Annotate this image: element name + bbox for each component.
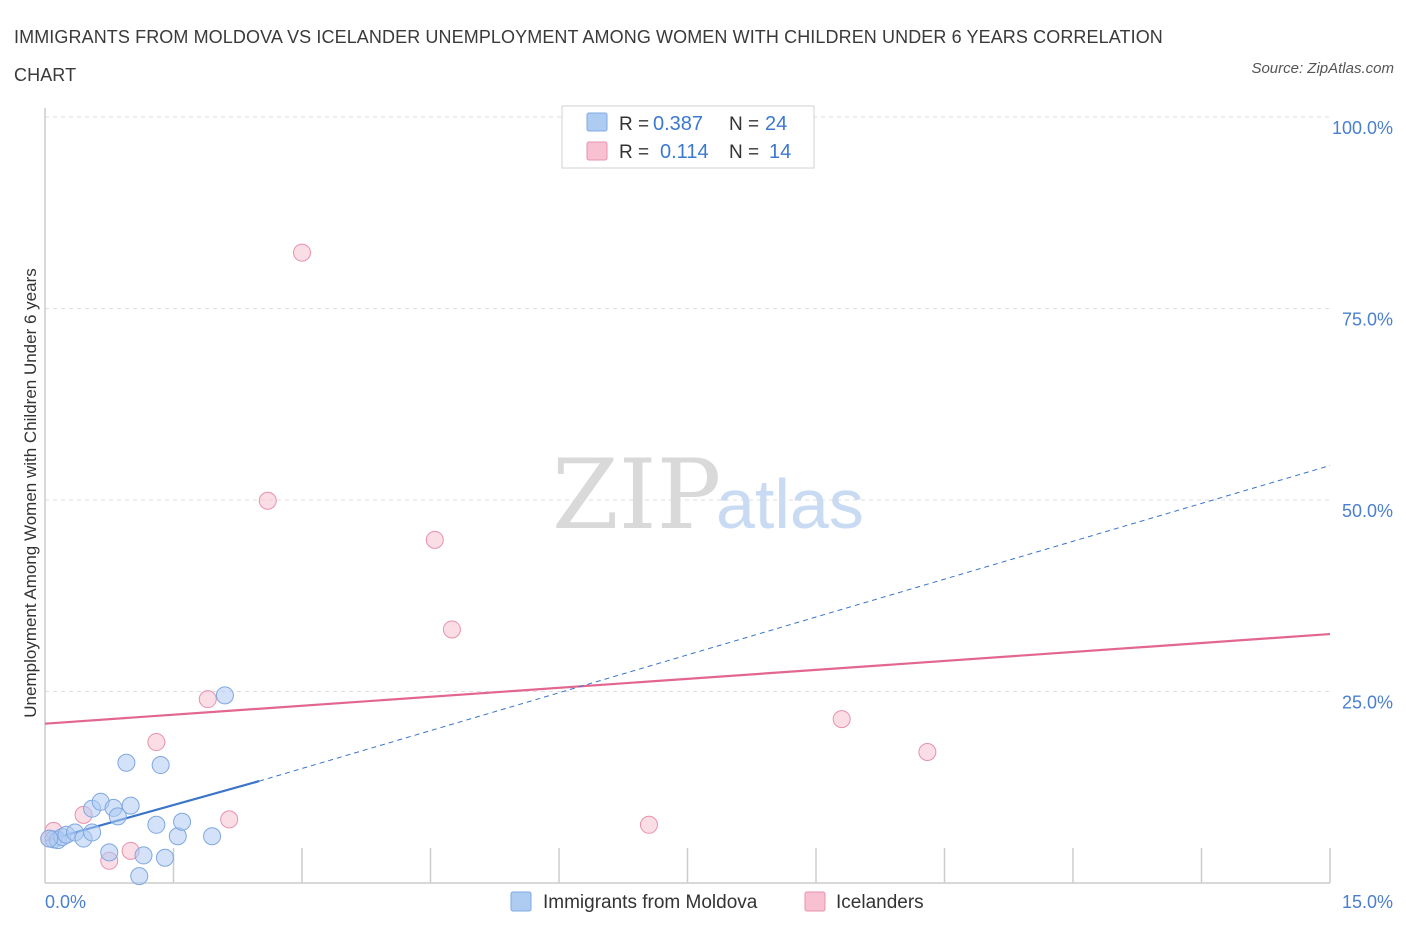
- watermark-zip: ZIP: [552, 439, 721, 551]
- point-icelanders: [918, 743, 937, 762]
- legend-n-label: N =: [729, 142, 759, 163]
- point-moldova: [173, 812, 192, 831]
- legend-row-icelanders: R = 0.114 N = 14: [586, 141, 791, 163]
- point-icelanders: [258, 491, 277, 510]
- chart-title: IMMIGRANTS FROM MOLDOVA VS ICELANDER UNE…: [14, 27, 1163, 85]
- legend-r-value-icelanders: 0.114: [660, 141, 709, 163]
- point-moldova: [147, 815, 166, 834]
- legend-swatch-icelanders: [586, 141, 608, 161]
- point-icelanders: [147, 733, 166, 752]
- y-axis-label: Unemployment Among Women with Children U…: [21, 268, 40, 717]
- legend-n-label: N =: [729, 114, 759, 135]
- point-icelanders: [198, 690, 217, 709]
- watermark: ZIP atlas: [552, 439, 864, 551]
- legend-swatch-moldova: [586, 112, 608, 132]
- y-tick-label: 100.0%: [1332, 118, 1393, 138]
- point-icelanders: [639, 815, 658, 834]
- point-icelanders: [220, 810, 239, 829]
- x-tick-label: 0.0%: [45, 892, 86, 912]
- bottom-legend-swatch-icelanders: [804, 891, 826, 912]
- point-moldova: [117, 753, 136, 772]
- point-icelanders: [425, 530, 444, 549]
- x-tick-labels: 0.0% 15.0%: [45, 892, 1393, 912]
- y-tick-label: 25.0%: [1342, 693, 1393, 713]
- point-icelanders: [293, 243, 311, 262]
- legend-row-moldova: R = 0.387 N = 24: [586, 112, 787, 135]
- point-moldova: [215, 686, 234, 705]
- bottom-legend-label-moldova: Immigrants from Moldova: [543, 892, 758, 913]
- y-tick-labels: 25.0% 50.0% 75.0% 100.0%: [1332, 118, 1393, 713]
- legend-box: R = 0.387 N = 24 R = 0.114 N = 14: [561, 105, 815, 169]
- point-moldova: [130, 867, 149, 886]
- point-moldova: [151, 756, 170, 775]
- x-tick-label: 15.0%: [1342, 892, 1393, 912]
- watermark-atlas: atlas: [716, 465, 864, 543]
- trend-line-icelanders: [44, 632, 1331, 725]
- points-layer: [40, 243, 937, 886]
- bottom-legend-label-icelanders: Icelanders: [836, 892, 924, 913]
- bottom-legend: Immigrants from Moldova Icelanders: [510, 891, 924, 913]
- point-moldova: [121, 796, 140, 815]
- legend-n-value-icelanders: 14: [769, 141, 791, 163]
- point-moldova: [100, 843, 119, 862]
- bottom-legend-swatch-moldova: [510, 891, 532, 912]
- legend-n-value-moldova: 24: [765, 113, 787, 135]
- point-moldova: [40, 829, 59, 848]
- legend-r-label: R =: [619, 142, 649, 163]
- point-moldova: [83, 823, 102, 842]
- trend-line-moldova-extrapolated: [259, 465, 1331, 782]
- axes-layer: [44, 108, 1331, 884]
- y-tick-label: 75.0%: [1342, 310, 1393, 330]
- legend-r-value-moldova: 0.387: [653, 113, 703, 135]
- grid-layer: [45, 116, 1330, 692]
- point-icelanders: [442, 620, 461, 639]
- y-tick-label: 50.0%: [1342, 501, 1393, 521]
- point-icelanders: [832, 710, 851, 729]
- chart-source: Source: ZipAtlas.com: [1251, 60, 1394, 77]
- point-moldova: [108, 807, 127, 826]
- legend-r-label: R =: [619, 114, 649, 135]
- point-moldova: [203, 827, 222, 846]
- point-moldova: [134, 846, 153, 865]
- point-moldova: [155, 848, 174, 867]
